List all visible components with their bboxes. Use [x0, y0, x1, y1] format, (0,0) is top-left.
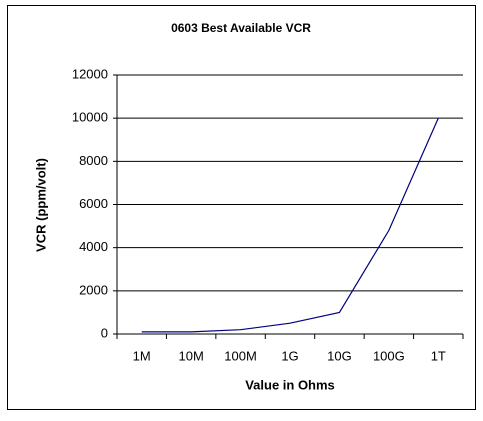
x-tick-label: 1G [281, 348, 298, 363]
y-tick-label: 0 [101, 325, 108, 340]
y-tick-label: 8000 [79, 153, 108, 168]
chart-title: 0603 Best Available VCR [171, 21, 311, 35]
chart-frame [7, 5, 476, 410]
y-tick-label: 6000 [79, 196, 108, 211]
x-tick-label: 1T [431, 348, 446, 363]
y-tick-label: 10000 [72, 110, 108, 125]
x-tick-label: 10G [327, 348, 352, 363]
y-axis-title: VCR (ppm/volt) [33, 158, 48, 252]
data-line [141, 117, 439, 333]
y-tick-label: 2000 [79, 282, 108, 297]
x-tick-label: 100M [224, 348, 257, 363]
y-tick-label: 4000 [79, 239, 108, 254]
y-tick-label: 12000 [72, 66, 108, 81]
x-tick-label: 100G [373, 348, 405, 363]
x-tick-label: 10M [178, 348, 203, 363]
x-tick-label: 1M [133, 348, 151, 363]
x-axis-title: Value in Ohms [245, 377, 335, 392]
